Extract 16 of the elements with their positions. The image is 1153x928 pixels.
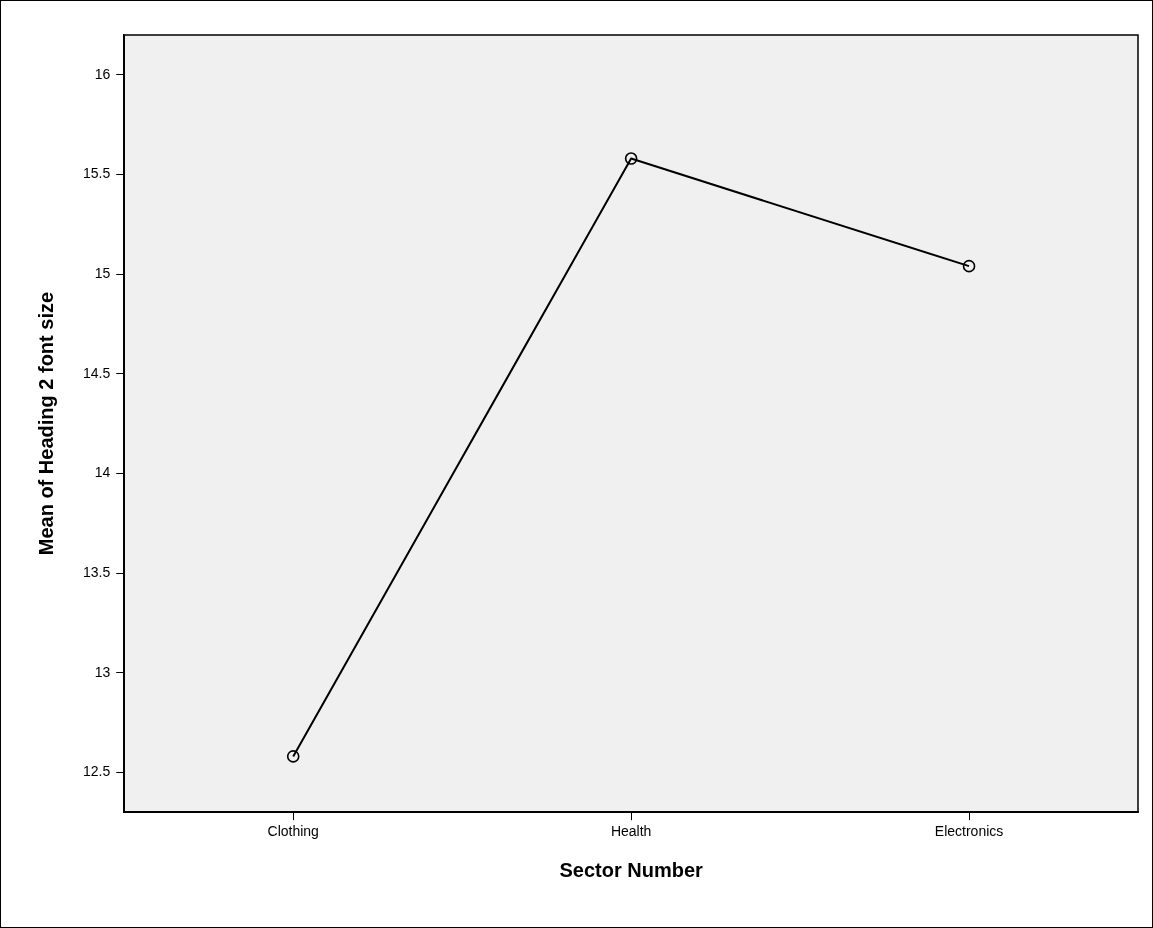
x-axis-title: Sector Number <box>559 858 704 881</box>
y-tick-label: 13 <box>94 663 111 680</box>
y-tick-label: 14 <box>94 464 111 481</box>
x-tick-label: Health <box>610 823 652 840</box>
y-tick-label: 13.5 <box>83 563 111 580</box>
point <box>624 152 638 165</box>
y-tick-label: 15 <box>94 265 111 281</box>
x-tick-label: Electronics <box>934 823 1004 840</box>
y-tick-label: 15.5 <box>83 165 111 182</box>
y-axis-title: Mean of Heading 2 font size <box>34 291 57 556</box>
y-tick-label: 16 <box>94 65 111 82</box>
y-tick-label: 14.5 <box>83 364 111 381</box>
point <box>286 750 300 763</box>
x-tick-label: Clothing <box>267 823 319 840</box>
y-tick-label: 12.5 <box>83 763 111 780</box>
point <box>962 259 976 273</box>
